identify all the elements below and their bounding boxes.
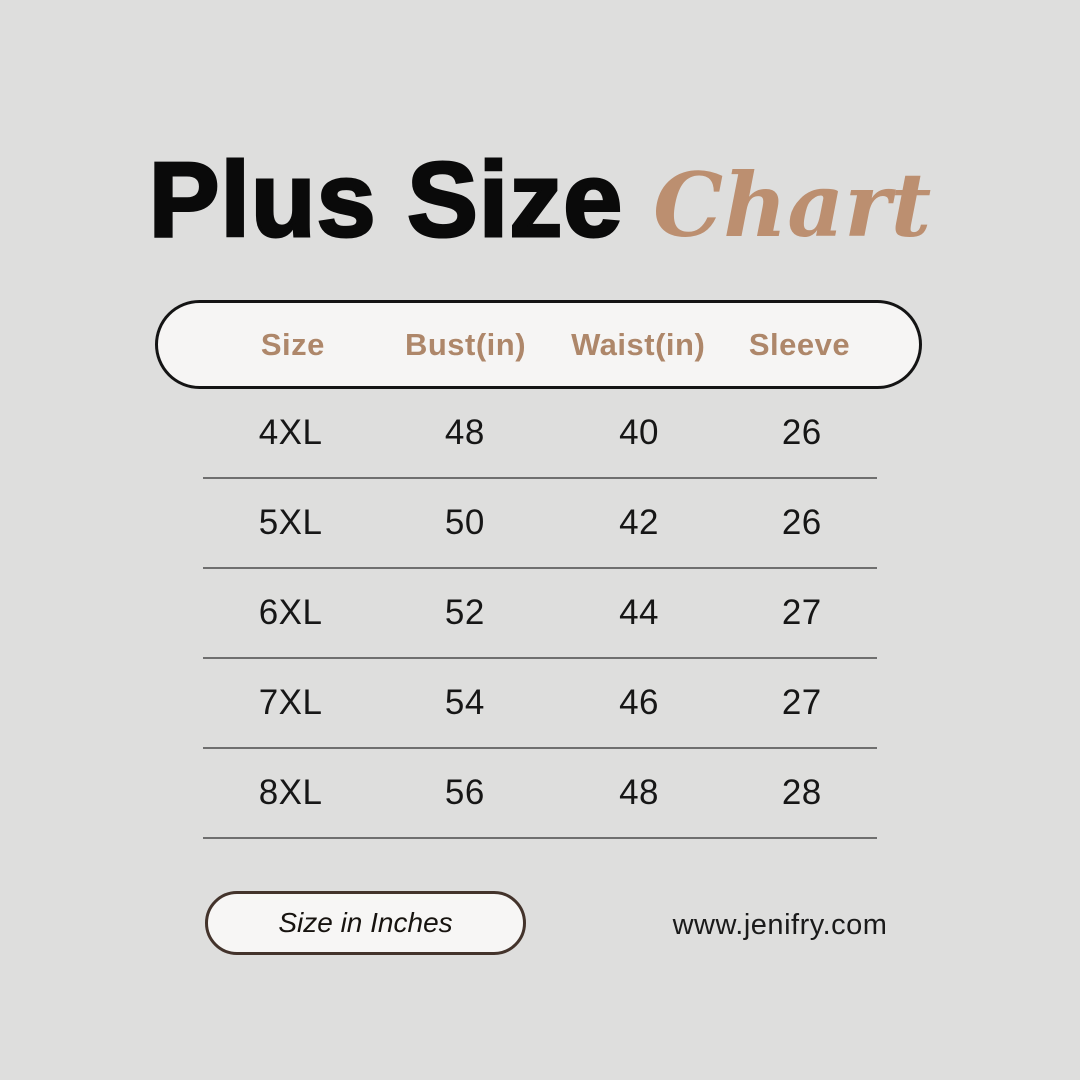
cell-waist: 40 — [619, 413, 660, 452]
cell-sleeve: 28 — [781, 773, 822, 812]
cell-waist: 44 — [619, 593, 660, 632]
cell-bust: 54 — [444, 683, 485, 722]
cell-size: 4XL — [258, 413, 323, 452]
cell-bust: 52 — [444, 593, 485, 632]
cell-size: 5XL — [258, 503, 323, 542]
table-row: 4XL 48 40 26 — [203, 389, 877, 479]
title-main: Plus Size — [147, 140, 624, 261]
cell-size: 7XL — [258, 683, 323, 722]
size-unit-pill: Size in Inches — [205, 891, 526, 955]
cell-bust: 56 — [444, 773, 485, 812]
header-waist: Waist(in) — [571, 326, 706, 362]
size-unit-label: Size in Inches — [278, 907, 453, 938]
cell-sleeve: 26 — [781, 413, 822, 452]
title-accent: Chart — [653, 152, 932, 257]
table-row: 7XL 54 46 27 — [203, 659, 877, 749]
table-row: 6XL 52 44 27 — [203, 569, 877, 659]
cell-sleeve: 27 — [781, 683, 822, 722]
cell-waist: 42 — [619, 503, 660, 542]
cell-sleeve: 26 — [781, 503, 822, 542]
cell-bust: 48 — [444, 413, 485, 452]
table-header-pill: Size Bust(in) Waist(in) Sleeve — [155, 300, 922, 389]
table-row: 5XL 50 42 26 — [203, 479, 877, 569]
header-bust: Bust(in) — [404, 326, 527, 362]
cell-bust: 50 — [444, 503, 485, 542]
table-row: 8XL 56 48 28 — [203, 749, 877, 839]
page-title: Plus Size Chart — [0, 140, 1080, 261]
size-table-body: 4XL 48 40 26 5XL 50 42 26 6XL 52 44 27 7… — [203, 389, 877, 839]
header-size: Size — [260, 326, 325, 362]
cell-size: 6XL — [258, 593, 323, 632]
header-sleeve: Sleeve — [748, 326, 851, 362]
cell-waist: 48 — [619, 773, 660, 812]
cell-size: 8XL — [258, 773, 323, 812]
cell-waist: 46 — [619, 683, 660, 722]
cell-sleeve: 27 — [781, 593, 822, 632]
website-text: www.jenifry.com — [672, 909, 888, 941]
